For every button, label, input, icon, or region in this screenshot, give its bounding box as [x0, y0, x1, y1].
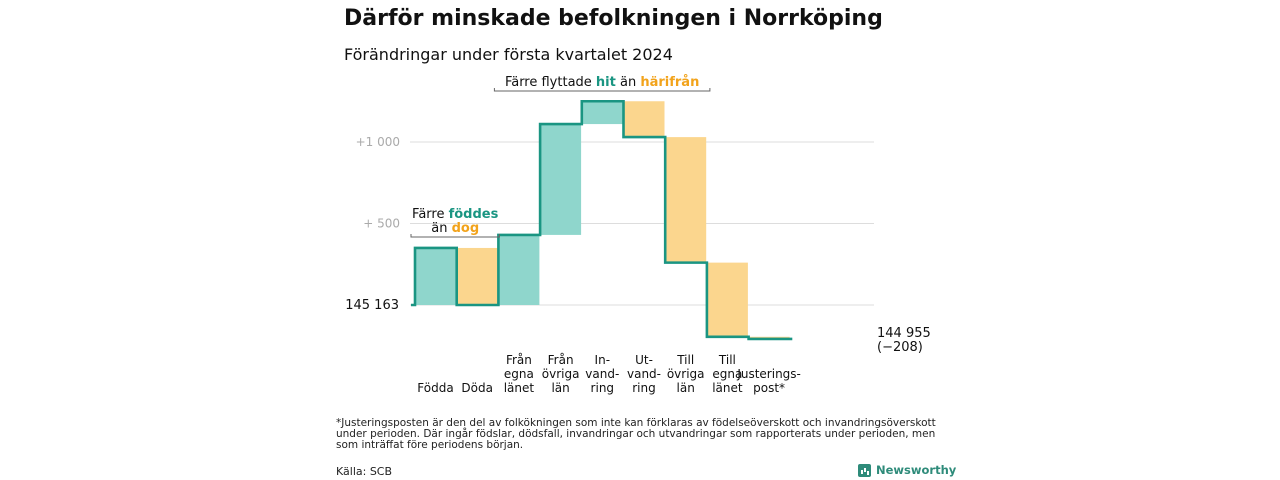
category-label: Till [718, 353, 736, 367]
category-label: In- [595, 353, 610, 367]
bar-decrease [665, 137, 707, 263]
category-label: Justerings- [736, 367, 801, 381]
start-value-label: 145 163 [345, 298, 399, 313]
category-label: vand- [627, 367, 661, 381]
annotation-bracket [493, 88, 711, 92]
bar-chart-icon [858, 463, 871, 477]
y-tick-label: +1 000 [356, 135, 400, 149]
bar-increase [498, 234, 540, 305]
y-tick-label: + 500 [363, 217, 400, 231]
category-label: egna [504, 367, 534, 381]
category-label: Till [676, 353, 694, 367]
category-label: övriga [542, 367, 580, 381]
annotation-part: föddes [449, 207, 499, 222]
annotation-part: än [616, 75, 640, 90]
footnote: *Justeringsposten är den del av folkökni… [336, 417, 936, 451]
annotation-part: Färre [412, 207, 449, 222]
category-label: vand- [585, 367, 619, 381]
chart-subtitle: Förändringar under första kvartalet 2024 [344, 45, 673, 64]
end-value-label: 144 955 [877, 326, 931, 341]
annotation-part: dog [452, 221, 480, 236]
category-label: Från [548, 353, 574, 367]
annotation-part: härifrån [640, 75, 699, 90]
annotation-bracket [410, 234, 500, 238]
bar-increase [540, 124, 582, 235]
bar-decrease [456, 247, 498, 305]
category-label: post* [753, 381, 785, 395]
category-label: Döda [461, 381, 493, 395]
annotation-births-deaths-line1: Färre föddes [412, 207, 499, 222]
category-label: länet [712, 381, 743, 395]
annotation-part: Färre flyttade [505, 75, 596, 90]
chart-title: Därför minskade befolkningen i Norrköpin… [344, 6, 883, 31]
category-label: länet [504, 381, 535, 395]
category-label: övriga [667, 367, 705, 381]
logo-text: Newsworthy [876, 463, 957, 477]
end-change-label: (−208) [877, 340, 923, 355]
category-label: län [677, 381, 695, 395]
annotation-part: än [431, 221, 451, 236]
bar-decrease [706, 262, 748, 337]
newsworthy-logo[interactable]: Newsworthy [858, 463, 956, 477]
annotation-part: hit [596, 75, 616, 90]
bar-increase [581, 101, 623, 125]
category-label: Ut- [635, 353, 653, 367]
category-label: ring [632, 381, 656, 395]
annotation-migration: Färre flyttade hit än härifrån [505, 75, 699, 90]
source-text: Källa: SCB [336, 465, 393, 478]
category-label: egna [712, 367, 742, 381]
annotation-births-deaths-line2: än dog [431, 221, 479, 236]
bar-increase [415, 247, 456, 305]
category-label: Födda [417, 381, 453, 395]
category-label: ring [591, 381, 615, 395]
cumulative-step-line [411, 99, 793, 341]
bar-decrease [623, 101, 665, 138]
category-label: Från [506, 353, 532, 367]
category-label: län [551, 381, 569, 395]
